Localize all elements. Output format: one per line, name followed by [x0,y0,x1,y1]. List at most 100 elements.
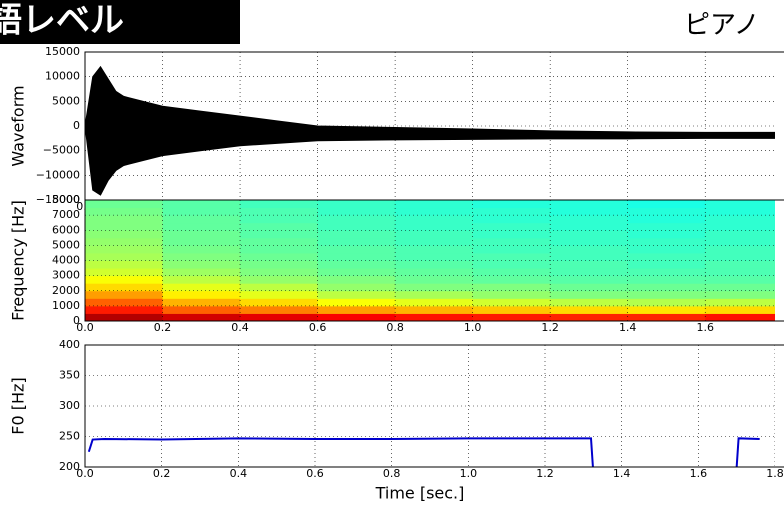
spectrogram-cell [162,222,241,231]
spectrogram-cell [395,305,474,314]
spectrogram-cell [317,268,396,277]
spectrogram-cell [627,268,706,277]
x-axis-label: Time [sec.] [375,484,465,503]
spectrogram-cell [85,200,164,209]
x-tick-label: 0.6 [309,321,327,334]
spectrogram-cell [395,313,474,321]
spectrogram-cell [705,305,775,314]
spectrogram-cell [240,222,319,231]
spectrogram-cell [162,200,241,209]
spectrogram-cell [550,268,629,277]
spectrogram-cell [162,237,241,246]
spectrogram-cell [317,290,396,299]
spectrogram-cell [395,283,474,292]
spectrogram-cell [395,275,474,284]
spectrogram-cell [162,275,241,284]
spectrogram-cell [395,298,474,307]
y-tick-label: 10000 [45,70,80,83]
spectrogram-cell [240,305,319,314]
spectrogram-cell [317,252,396,261]
spectrogram-cell [550,275,629,284]
spectrogram-cell [472,237,551,246]
spectrogram-cell [395,260,474,269]
spectrogram-cell [627,305,706,314]
spectrogram-cell [395,230,474,239]
spectrogram-cell [550,237,629,246]
spectrogram-cell [162,252,241,261]
spectrogram-cell [472,305,551,314]
spectrogram-cell [240,313,319,321]
spectrogram-cell [472,215,551,224]
spectrogram-cell [317,215,396,224]
x-tick-label: 1.6 [696,321,714,334]
x-tick-label: 0.8 [383,467,401,480]
spectrogram-cell [550,230,629,239]
y-tick-label: 4000 [52,254,80,267]
y-tick-label: 200 [59,460,80,473]
spectrogram-cell [550,313,629,321]
spectrogram-cell [162,207,241,216]
spectrogram-cell [162,305,241,314]
spectrogram-cell [85,313,164,321]
y-tick-label: 15000 [45,45,80,58]
spectrogram-cell [85,275,164,284]
spectrogram-cell [705,252,775,261]
y-tick-label: −5000 [43,144,80,157]
x-tick-label: 0.6 [306,467,324,480]
spectrogram-cell [395,207,474,216]
spectrogram-cell [162,245,241,254]
badge-box [0,0,240,44]
y-tick-label: −10000 [36,168,80,181]
spectrogram-cell [472,252,551,261]
spectrogram-cell [395,252,474,261]
spectrogram-cell [472,222,551,231]
spectrogram-cell [627,260,706,269]
spectrogram-cell [627,230,706,239]
x-tick-label: 1.2 [536,467,554,480]
spectrogram-cell [317,222,396,231]
spectrogram-cell [240,252,319,261]
spectrogram-cell [395,290,474,299]
spectrogram-cell [627,245,706,254]
spectrogram-cell [550,305,629,314]
spectrogram-cell [395,200,474,209]
plot-frame [84,344,784,468]
spectrogram-cell [395,215,474,224]
y-axis-label: Waveform [9,85,28,166]
y-tick-label: 1000 [52,299,80,312]
plot-area [85,200,775,321]
spectrogram-cell [162,290,241,299]
spectrogram-cell [705,215,775,224]
spectrogram-cell [705,298,775,307]
spectrogram-cell [240,283,319,292]
spectrogram-cell [317,207,396,216]
spectrogram-cell [85,252,164,261]
x-tick-label: 0.0 [76,467,94,480]
spectrogram-cell [627,290,706,299]
spectrogram-cell [240,290,319,299]
y-tick-label: 7000 [52,208,80,221]
spectrogram-cell [162,260,241,269]
x-tick-label: 0.8 [386,321,404,334]
spectrogram-cell [627,200,706,209]
spectrogram-cell [317,298,396,307]
f0-line [87,437,760,467]
spectrogram-cell [240,207,319,216]
spectrogram-cell [240,268,319,277]
spectrogram-cell [627,222,706,231]
x-tick-label: 1.4 [619,321,637,334]
spectrogram-cell [627,313,706,321]
spectrogram-cell [240,200,319,209]
spectrogram-cell [395,237,474,246]
spectrogram-cell [85,298,164,307]
spectrogram-cell [472,230,551,239]
spectrogram-cell [85,215,164,224]
spectrogram-cell [395,222,474,231]
spectrogram-cell [550,215,629,224]
spectrogram-cell [550,222,629,231]
x-tick-label: 0.0 [76,321,94,334]
y-tick-label: 250 [59,430,80,443]
spectrogram-cell [317,275,396,284]
spectrogram-cell [162,283,241,292]
